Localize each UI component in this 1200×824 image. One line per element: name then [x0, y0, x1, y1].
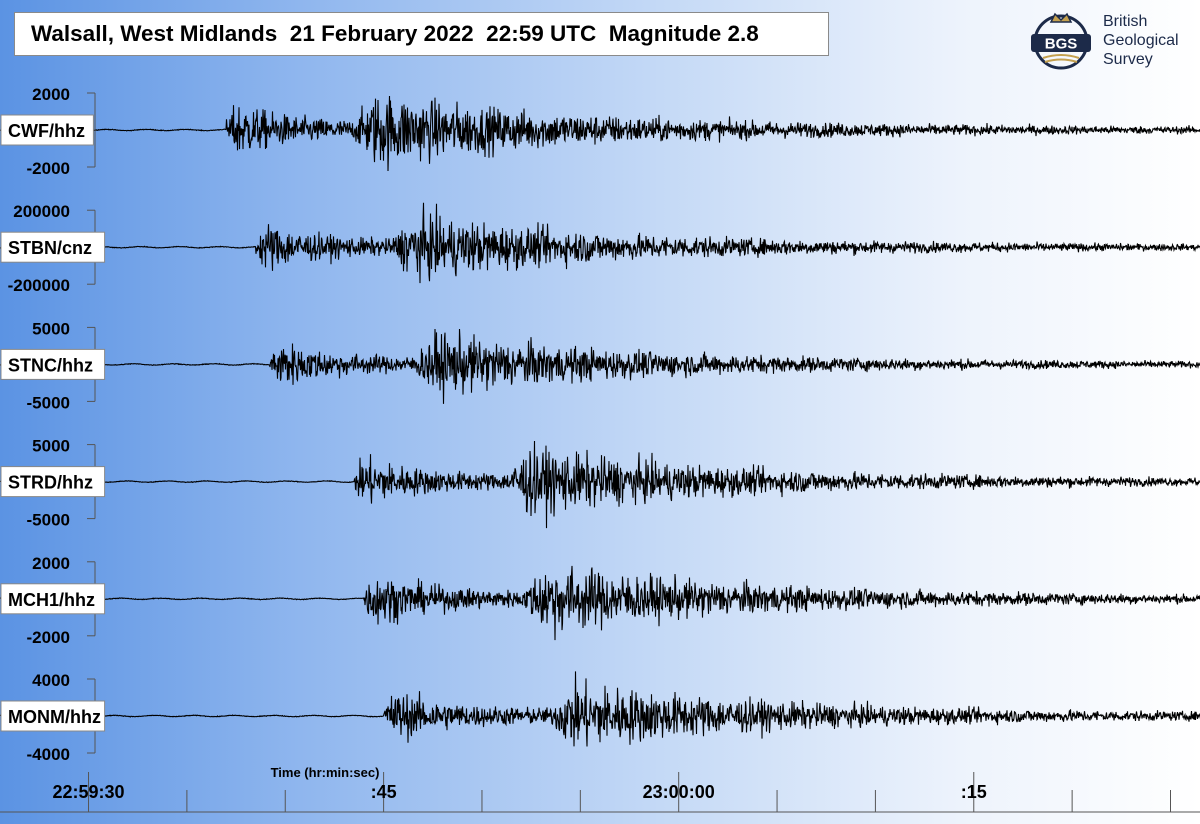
logo-line-3: Survey: [1103, 51, 1153, 68]
station-label: CWF/hhz: [0, 114, 94, 146]
station-label-box: [0, 700, 106, 732]
amplitude-tick-label: -200000: [8, 276, 70, 295]
station-label-text: MCH1/hhz: [8, 590, 95, 610]
station-label-box: [0, 348, 106, 380]
time-tick-label: :45: [371, 782, 397, 802]
amplitude-tick-label: -2000: [27, 628, 70, 647]
amplitude-tick-label: 200000: [13, 202, 70, 221]
station-label-text: CWF/hhz: [8, 121, 85, 141]
station-label-text: STBN/cnz: [8, 238, 92, 258]
amplitude-tick-label: -4000: [27, 745, 70, 764]
traces: [0, 95, 1200, 747]
station-label-text: MONM/hhz: [8, 707, 101, 727]
station-label: STBN/cnz: [0, 231, 106, 263]
amplitude-tick-label: -5000: [27, 511, 70, 530]
station-label-text: STNC/hhz: [8, 355, 93, 375]
logo-monogram: BGS: [1045, 36, 1078, 53]
amplitude-tick-label: 5000: [32, 437, 70, 456]
station-label-box: [0, 583, 106, 615]
logo-line-2: Geological: [1103, 32, 1179, 49]
time-tick-label: 22:59:30: [52, 782, 124, 802]
amplitude-tick-label: 2000: [32, 554, 70, 573]
time-axis-label: Time (hr:min:sec): [271, 765, 380, 780]
time-axis: 22:59:30 :45 23:00:00 :15 Time (hr:min:sec): [0, 765, 1200, 813]
station-label-box: [0, 114, 94, 146]
seismogram-trace: [0, 440, 1200, 529]
station-label: MONM/hhz: [0, 700, 106, 732]
seismogram-trace: [0, 328, 1200, 404]
station-label: STNC/hhz: [0, 348, 106, 380]
seismogram-trace: [0, 671, 1200, 747]
chart-title: Walsall, West Midlands 21 February 2022 …: [14, 12, 829, 56]
amplitude-axes: 2000 -2000 CWF/hhz 200000 -200000 STBN/cnz 500…: [0, 85, 106, 764]
seismogram-trace: [0, 565, 1200, 641]
logo-line-1: British: [1103, 13, 1148, 30]
station-label-text: STRD/hhz: [8, 473, 93, 493]
station-label: STRD/hhz: [0, 466, 106, 498]
amplitude-tick-label: -2000: [27, 159, 70, 178]
time-tick-label: :15: [961, 782, 987, 802]
seismogram-trace: [0, 95, 1200, 171]
station-label-box: [0, 231, 106, 263]
station-label: MCH1/hhz: [0, 583, 106, 615]
amplitude-tick-label: 2000: [32, 85, 70, 104]
amplitude-tick-label: 5000: [32, 319, 70, 338]
time-tick-label: 23:00:00: [643, 782, 715, 802]
amplitude-tick-label: 4000: [32, 671, 70, 690]
bgs-logo: BGS British Geological Survey: [1025, 8, 1195, 78]
logo-wordmark: British Geological Survey: [1103, 12, 1179, 69]
bgs-crest-icon: BGS: [1031, 12, 1091, 70]
amplitude-tick-label: -5000: [27, 393, 70, 412]
seismogram-trace: [0, 202, 1200, 284]
station-label-box: [0, 466, 106, 498]
